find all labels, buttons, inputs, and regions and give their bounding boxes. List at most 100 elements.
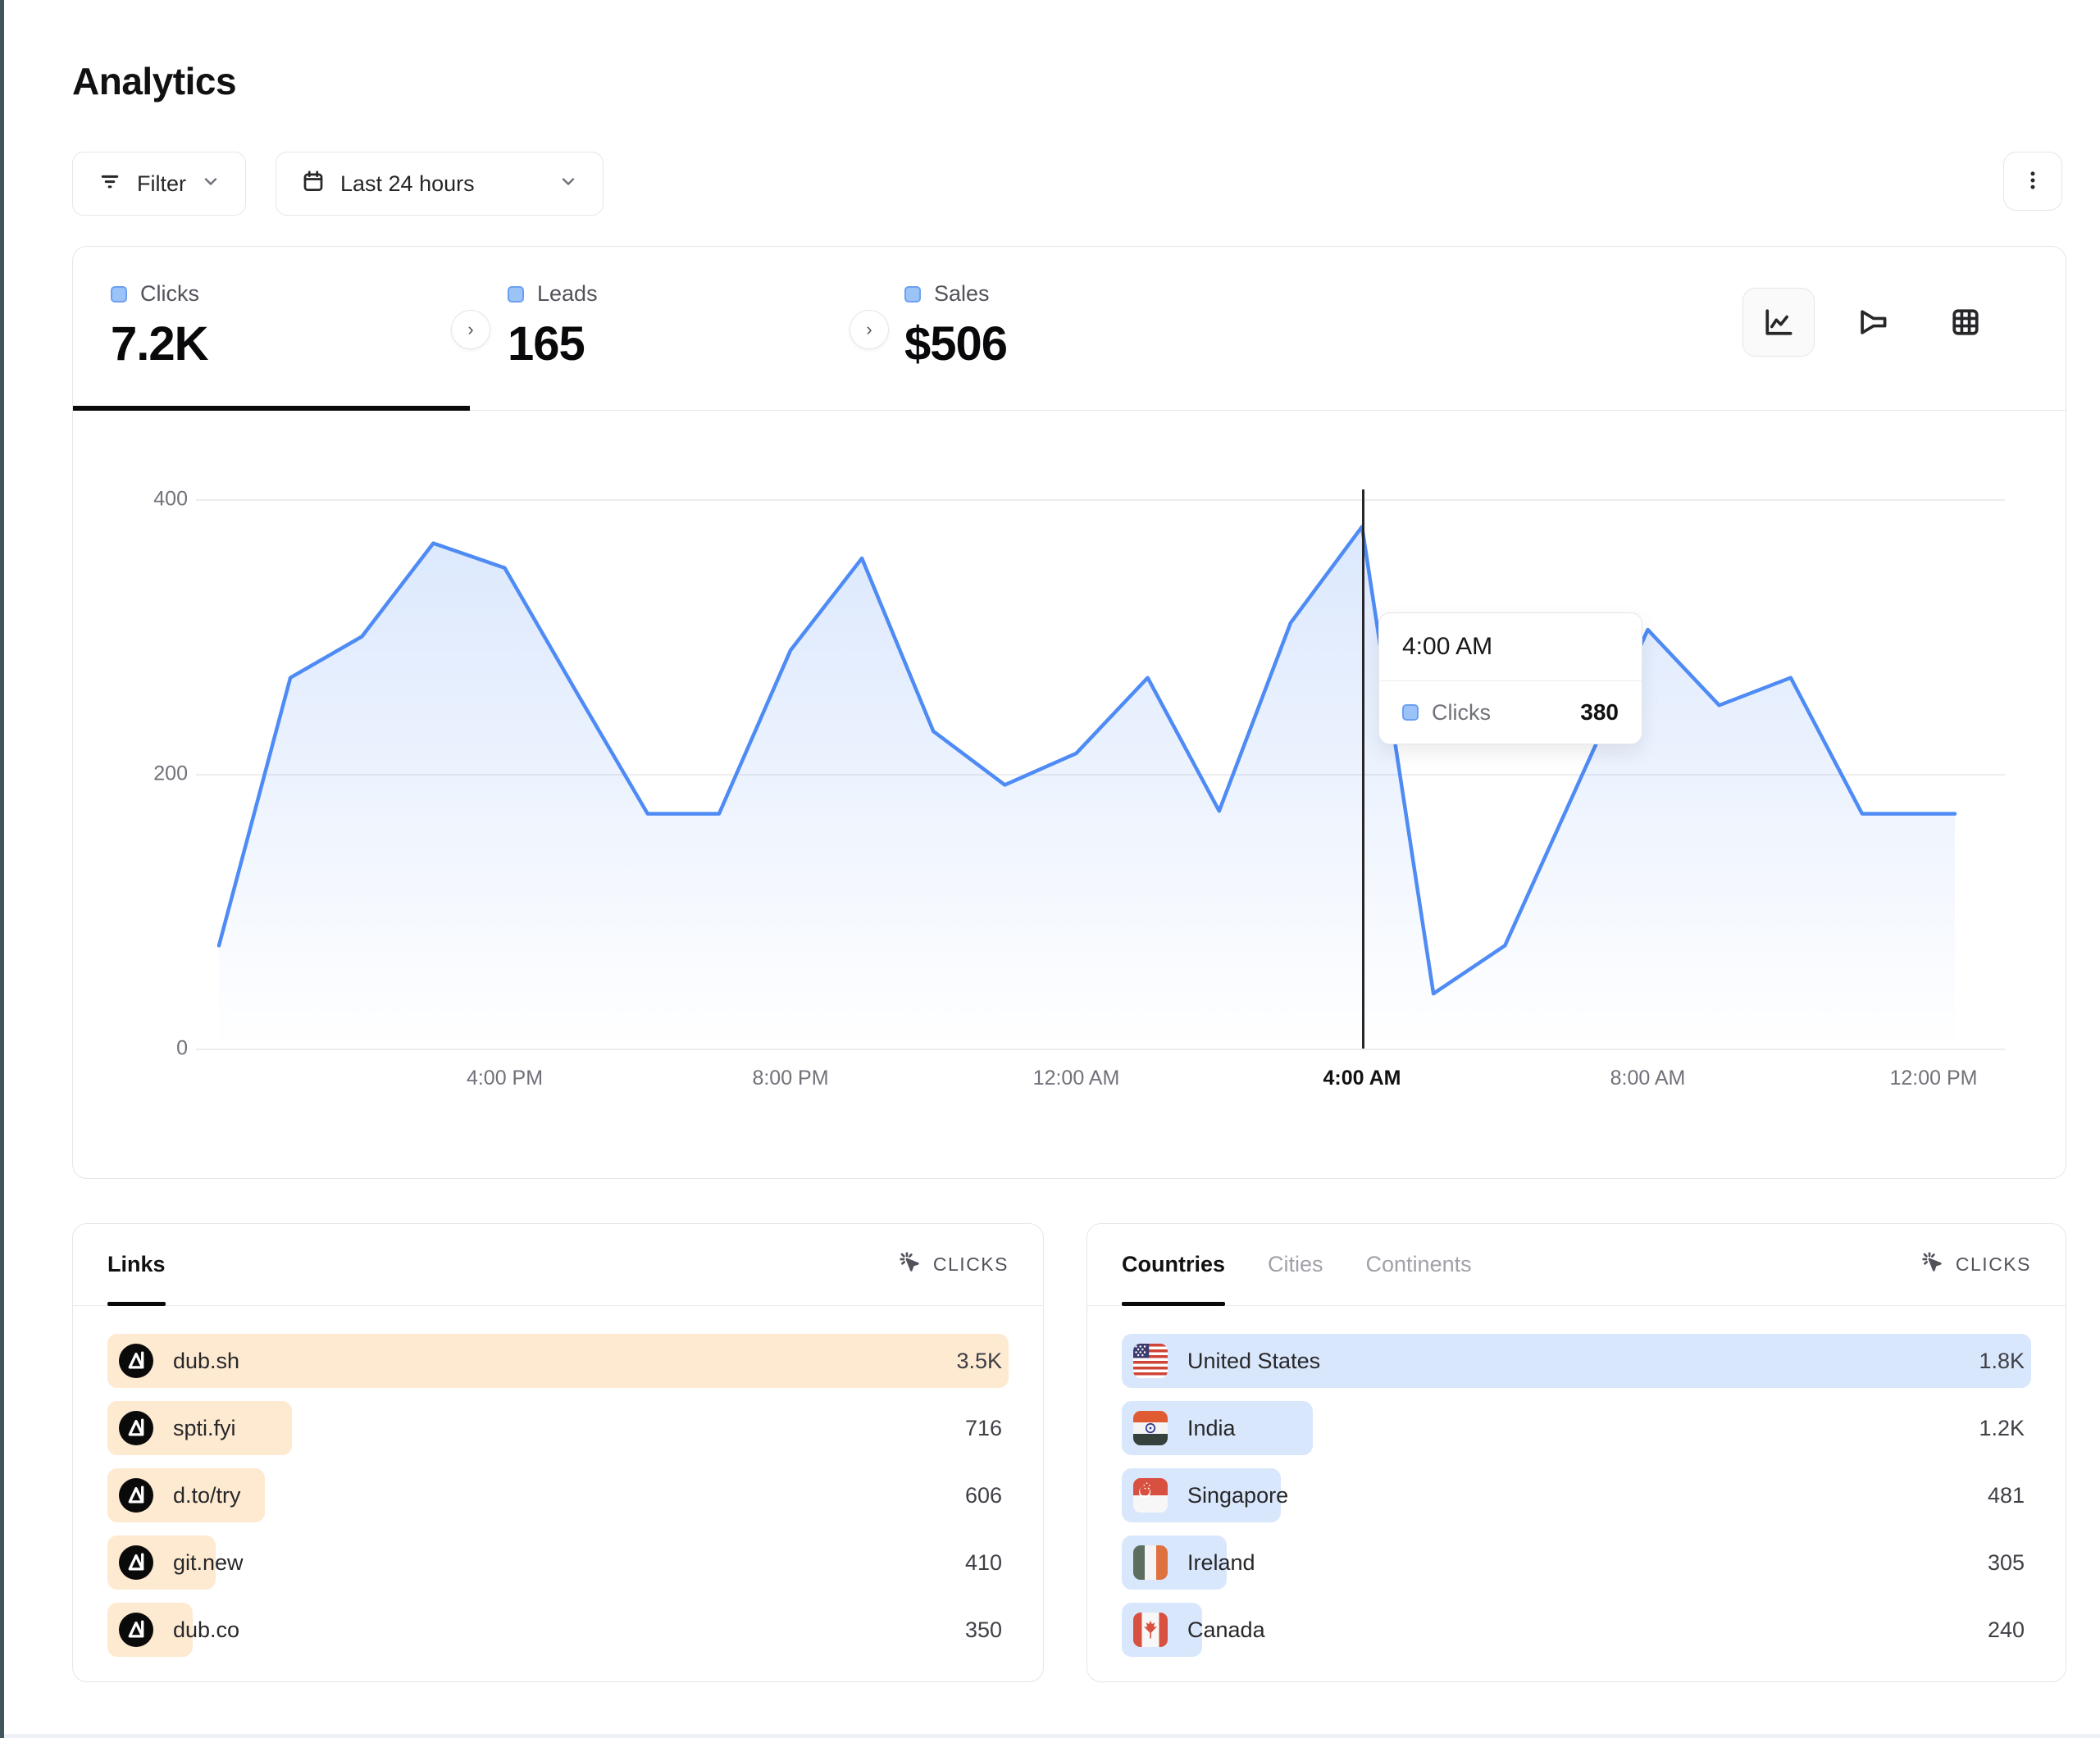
link-label: d.to/try xyxy=(173,1482,241,1508)
country-clicks-value: 240 xyxy=(1987,1617,2025,1642)
cursor-click-icon xyxy=(1920,1249,1946,1281)
gridline xyxy=(196,1049,2005,1050)
stats-tab-bar: Clicks 7.2K Leads 165 Sales $506 › xyxy=(73,247,2066,411)
link-row[interactable]: git.new 410 xyxy=(107,1536,1009,1590)
country-flag-icon xyxy=(1133,1545,1168,1580)
table-view-button[interactable] xyxy=(1929,288,2002,357)
stat-value: 165 xyxy=(508,317,585,371)
y-axis-label: 400 xyxy=(153,487,188,511)
countries-panel: Countries Cities Continents CLICKS United … xyxy=(1086,1223,2066,1682)
cursor-click-icon xyxy=(897,1249,923,1281)
active-tab-underline xyxy=(73,406,470,411)
chevron-down-icon xyxy=(558,171,578,197)
stat-label: Clicks xyxy=(140,281,199,306)
link-label: git.new xyxy=(173,1549,244,1575)
country-row[interactable]: Canada 240 xyxy=(1122,1603,2031,1657)
country-clicks-value: 1.2K xyxy=(1979,1415,2025,1440)
line-chart-icon xyxy=(1765,309,1793,335)
x-axis-label: 12:00 AM xyxy=(1032,1067,1120,1090)
country-label: India xyxy=(1187,1415,1236,1440)
kebab-menu-icon xyxy=(2021,169,2044,194)
link-row[interactable]: spti.fyi 716 xyxy=(107,1401,1009,1455)
stat-label: Sales xyxy=(934,281,990,306)
country-bar xyxy=(1122,1334,2031,1388)
metric-label: CLICKS xyxy=(932,1253,1009,1275)
tooltip-time: 4:00 AM xyxy=(1379,613,1642,681)
country-row[interactable]: Singapore 481 xyxy=(1122,1468,2031,1522)
dub-logo-icon xyxy=(119,1411,153,1445)
filter-button[interactable]: Filter xyxy=(72,152,246,216)
country-label: United States xyxy=(1187,1348,1321,1373)
metric-selector[interactable]: CLICKS xyxy=(897,1249,1009,1281)
link-clicks-value: 716 xyxy=(964,1415,1002,1440)
filter-label: Filter xyxy=(137,171,186,196)
series-color-chip xyxy=(1402,704,1419,721)
link-bar xyxy=(107,1334,1009,1388)
metric-selector[interactable]: CLICKS xyxy=(1920,1249,2031,1281)
page-title: Analytics xyxy=(72,60,237,102)
link-row[interactable]: dub.co 350 xyxy=(107,1603,1009,1657)
link-clicks-value: 606 xyxy=(964,1482,1002,1508)
stat-value: $506 xyxy=(904,317,1008,371)
chart-line xyxy=(216,525,1957,996)
x-axis-label: 4:00 PM xyxy=(466,1067,544,1090)
link-clicks-value: 410 xyxy=(964,1549,1002,1575)
country-label: Singapore xyxy=(1187,1482,1289,1508)
x-axis-label: 12:00 PM xyxy=(1889,1067,1978,1090)
expand-stats-button[interactable]: › xyxy=(451,310,490,349)
chart-type-switcher xyxy=(1742,288,2002,357)
country-clicks-value: 1.8K xyxy=(1979,1348,2025,1373)
country-flag-icon xyxy=(1133,1411,1168,1445)
stat-value: 7.2K xyxy=(111,317,209,371)
series-color-chip xyxy=(904,285,921,303)
stat-label: Leads xyxy=(537,281,598,306)
geo-tab[interactable]: Cities xyxy=(1268,1252,1323,1276)
tab-links[interactable]: Links xyxy=(107,1224,166,1306)
countries-panel-header: Countries Cities Continents CLICKS xyxy=(1087,1224,2066,1306)
filter-icon xyxy=(98,169,122,199)
x-axis-label: 8:00 AM xyxy=(1610,1067,1686,1090)
geo-tab[interactable]: Countries xyxy=(1122,1224,1226,1306)
country-flag-icon xyxy=(1133,1344,1168,1378)
funnel-icon xyxy=(1861,310,1887,334)
stat-tab[interactable]: Leads 165 xyxy=(470,247,867,410)
link-row[interactable]: d.to/try 606 xyxy=(107,1468,1009,1522)
clicks-chart[interactable]: 4:00 AM Clicks 380 0 200 400 4:00 PM 8:00 PM… xyxy=(73,411,2066,1178)
chart-tooltip: 4:00 AM Clicks 380 xyxy=(1378,612,1642,744)
country-flag-icon xyxy=(1133,1613,1168,1647)
link-label: dub.co xyxy=(173,1617,240,1642)
stat-tab[interactable]: Clicks 7.2K xyxy=(73,247,470,411)
link-label: dub.sh xyxy=(173,1348,240,1373)
hover-crosshair-line xyxy=(1362,489,1364,1049)
country-row[interactable]: India 1.2K xyxy=(1122,1401,2031,1455)
series-color-chip xyxy=(111,285,127,303)
line-chart-view-button[interactable] xyxy=(1742,288,1815,357)
gridline xyxy=(196,499,2005,501)
funnel-view-button[interactable] xyxy=(1836,288,1908,357)
x-axis-label: 4:00 AM xyxy=(1323,1067,1401,1090)
dub-logo-icon xyxy=(119,1344,153,1378)
country-flag-icon xyxy=(1133,1478,1168,1513)
calendar-icon xyxy=(301,169,326,199)
countries-list: United States 1.8K India 1.2K Singapore … xyxy=(1087,1306,2066,1657)
dub-logo-icon xyxy=(119,1478,153,1513)
series-color-chip xyxy=(508,285,524,303)
link-clicks-value: 350 xyxy=(964,1617,1002,1642)
chevron-down-icon xyxy=(201,171,221,197)
stat-tab[interactable]: Sales $506 xyxy=(867,247,1264,410)
dub-logo-icon xyxy=(119,1545,153,1580)
expand-stats-button[interactable]: › xyxy=(850,310,889,349)
geo-tab[interactable]: Continents xyxy=(1365,1252,1472,1276)
link-label: spti.fyi xyxy=(173,1415,236,1440)
country-row[interactable]: Ireland 305 xyxy=(1122,1536,2031,1590)
link-row[interactable]: dub.sh 3.5K xyxy=(107,1334,1009,1388)
toolbar: Filter Last 24 hours xyxy=(72,152,604,216)
links-panel-header: Links CLICKS xyxy=(73,1224,1043,1306)
country-row[interactable]: United States 1.8K xyxy=(1122,1334,2031,1388)
country-clicks-value: 481 xyxy=(1987,1482,2025,1508)
analytics-card: Clicks 7.2K Leads 165 Sales $506 › xyxy=(72,246,2066,1179)
overflow-menu-button[interactable] xyxy=(2003,152,2062,211)
y-axis-label: 0 xyxy=(176,1036,188,1060)
dub-logo-icon xyxy=(119,1613,153,1647)
date-range-button[interactable]: Last 24 hours xyxy=(276,152,604,216)
